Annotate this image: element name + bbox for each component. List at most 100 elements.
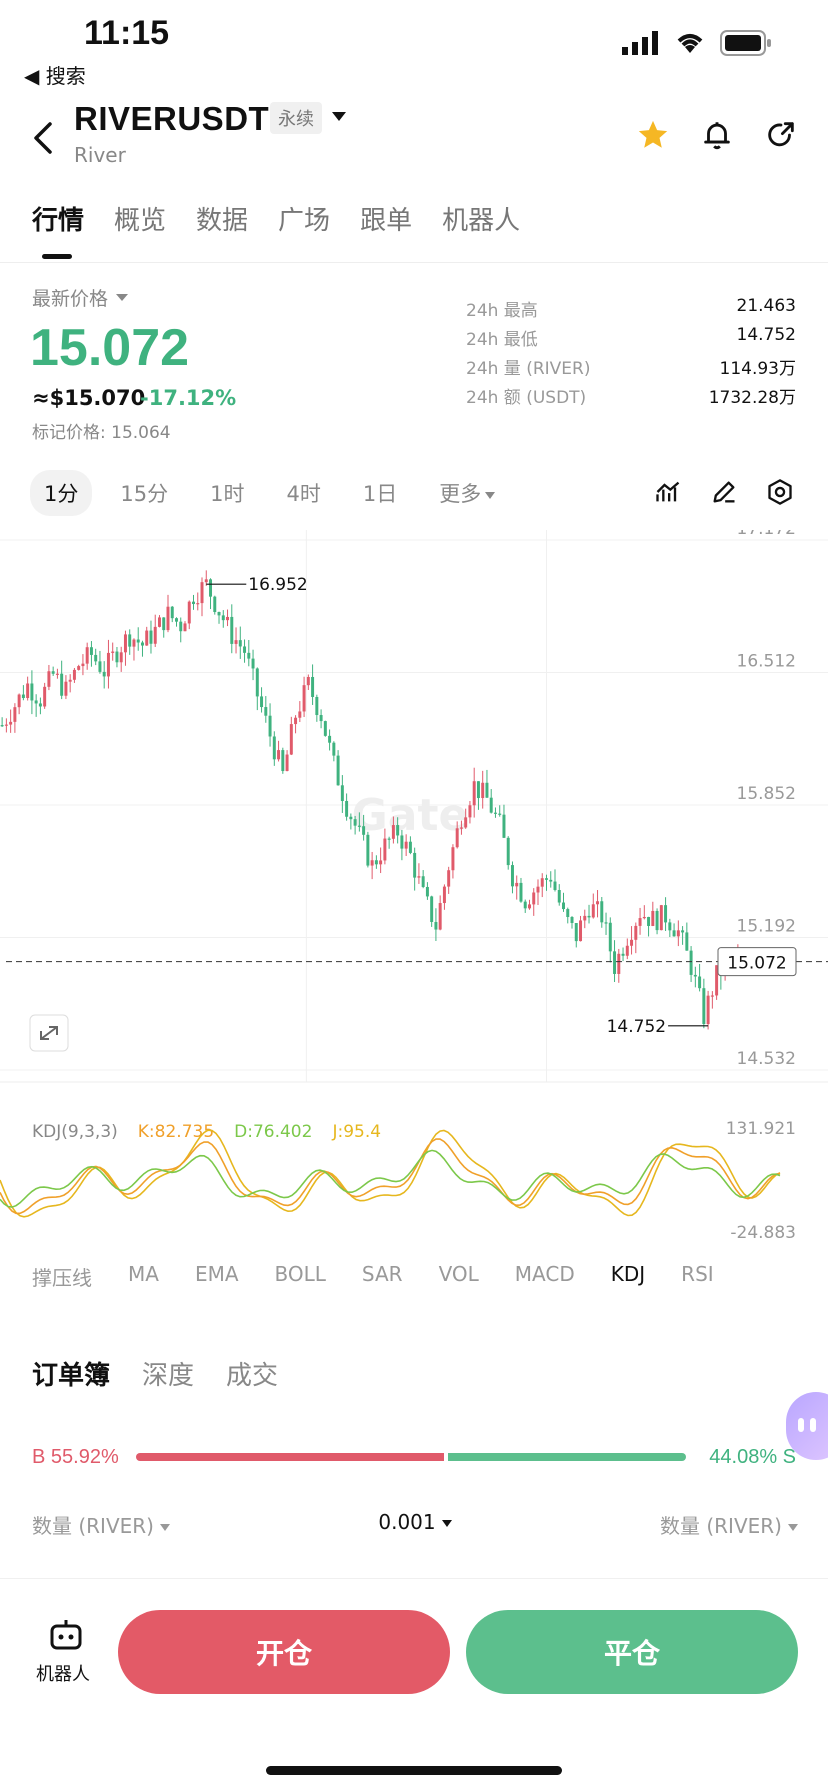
candle-body bbox=[630, 939, 634, 946]
open-position-button[interactable]: 开仓 bbox=[118, 1610, 450, 1694]
candle-body bbox=[128, 634, 132, 647]
chevron-down-icon bbox=[441, 1520, 452, 1527]
candle-body bbox=[651, 910, 655, 926]
share-icon[interactable] bbox=[764, 118, 798, 152]
tab-trades[interactable]: 成交 bbox=[226, 1361, 279, 1391]
pencil-icon[interactable] bbox=[710, 478, 738, 506]
candle-body bbox=[557, 890, 561, 903]
qty-right-label: 数量 (RIVER) bbox=[660, 1514, 782, 1538]
symbol-title[interactable]: RIVERUSDT bbox=[74, 100, 270, 137]
candle-body bbox=[149, 630, 153, 644]
indicator-kdj[interactable]: KDJ bbox=[610, 1262, 646, 1286]
candle-body bbox=[459, 827, 463, 829]
candle-body bbox=[447, 870, 451, 887]
timeframe-4h[interactable]: 4时 bbox=[286, 482, 321, 506]
indicator-rsi[interactable]: RSI bbox=[681, 1262, 714, 1286]
robot-icon[interactable] bbox=[46, 1618, 86, 1654]
indicator-chart-icon[interactable] bbox=[654, 478, 682, 506]
bell-icon[interactable] bbox=[700, 118, 734, 152]
high-marker-label: 16.952 bbox=[248, 575, 307, 595]
last-price-label[interactable]: 最新价格 bbox=[32, 288, 109, 310]
low-marker-label: 14.752 bbox=[607, 1017, 666, 1037]
candle-body bbox=[408, 841, 412, 853]
tab-robot[interactable]: 机器人 bbox=[442, 206, 521, 236]
kdj-j-value: J:95.4 bbox=[332, 1122, 382, 1142]
floating-assistant-button[interactable] bbox=[786, 1392, 828, 1460]
candle-body bbox=[298, 711, 302, 718]
qty-right-selector[interactable]: 数量 (RIVER) bbox=[660, 1510, 798, 1539]
back-to-app-link[interactable]: ◀ 搜索 bbox=[24, 64, 86, 88]
indicator-boll[interactable]: BOLL bbox=[274, 1262, 326, 1286]
timeframe-more[interactable]: 更多 bbox=[425, 470, 509, 516]
candle-body bbox=[213, 596, 217, 613]
indicator-sar[interactable]: SAR bbox=[361, 1262, 403, 1286]
candle-body bbox=[21, 694, 25, 699]
back-arrow-icon[interactable] bbox=[30, 120, 58, 156]
candle-body bbox=[702, 988, 706, 1025]
candle-body bbox=[306, 676, 310, 686]
buy-ratio-label: B 55.92% bbox=[32, 1446, 119, 1468]
candle-body bbox=[493, 812, 497, 814]
robot-label[interactable]: 机器人 bbox=[36, 1664, 90, 1685]
qty-left-selector[interactable]: 数量 (RIVER) bbox=[32, 1510, 170, 1539]
timeframe-1h[interactable]: 1时 bbox=[210, 482, 245, 506]
tab-square[interactable]: 广场 bbox=[278, 206, 331, 236]
candle-body bbox=[162, 617, 166, 631]
candle-body bbox=[336, 755, 340, 786]
candle-body bbox=[655, 910, 659, 931]
candle-body bbox=[251, 658, 255, 669]
candle-body bbox=[357, 825, 361, 827]
candle-body bbox=[451, 847, 455, 871]
candle-body bbox=[119, 652, 123, 663]
indicator-sr[interactable]: 撑压线 bbox=[32, 1266, 92, 1290]
candle-body bbox=[472, 781, 476, 806]
candle-body bbox=[260, 696, 264, 708]
candle-body bbox=[196, 603, 200, 605]
kdj-d-line bbox=[0, 1149, 781, 1208]
candle-body bbox=[374, 860, 378, 865]
stat-value: 21.463 bbox=[736, 296, 796, 316]
last-price-caret-icon[interactable] bbox=[116, 294, 128, 301]
precision-selector[interactable]: 0.001 bbox=[378, 1510, 452, 1539]
settings-hex-icon[interactable] bbox=[766, 478, 794, 506]
candle-body bbox=[328, 735, 332, 743]
expand-icon[interactable] bbox=[29, 1014, 69, 1052]
symbol-dropdown-caret-icon[interactable] bbox=[332, 112, 346, 121]
candle-body bbox=[13, 707, 17, 722]
tab-copy-trade[interactable]: 跟单 bbox=[360, 206, 413, 236]
indicator-vol[interactable]: VOL bbox=[438, 1262, 479, 1286]
candle-body bbox=[255, 668, 259, 697]
candlestick-chart[interactable]: 17.172 16.512 15.852 15.192 14.532 Gate 16.952… bbox=[0, 530, 828, 1090]
wifi-icon bbox=[677, 34, 703, 53]
divider bbox=[0, 262, 828, 263]
indicator-ma[interactable]: MA bbox=[128, 1262, 159, 1286]
timeframe-1m[interactable]: 1分 bbox=[30, 470, 93, 516]
candle-body bbox=[281, 750, 285, 772]
timeframe-1d[interactable]: 1日 bbox=[362, 482, 398, 506]
stat-label: 24h 最高 bbox=[466, 301, 538, 321]
indicator-ema[interactable]: EMA bbox=[194, 1262, 239, 1286]
favorite-star-icon[interactable] bbox=[636, 118, 670, 152]
kdj-chart[interactable]: 131.921 -24.883 bbox=[0, 1112, 828, 1242]
mark-price: 标记价格: 15.064 bbox=[32, 423, 171, 443]
candle-body bbox=[664, 905, 668, 923]
candle-body bbox=[570, 917, 574, 924]
candle-body bbox=[566, 909, 570, 918]
timeframe-15m[interactable]: 15分 bbox=[120, 482, 169, 506]
candle-body bbox=[668, 922, 672, 931]
candle-body bbox=[226, 616, 230, 621]
indicator-macd[interactable]: MACD bbox=[514, 1262, 575, 1286]
close-position-button[interactable]: 平仓 bbox=[466, 1610, 798, 1694]
tab-market[interactable]: 行情 bbox=[32, 206, 85, 236]
candle-body bbox=[72, 669, 76, 680]
battery-icon bbox=[720, 30, 771, 56]
stats-table: 24h 最高 21.463 24h 最低 14.752 24h 量 (RIVER) 1… bbox=[466, 296, 796, 412]
candle-body bbox=[672, 930, 676, 937]
candle-body bbox=[192, 601, 195, 605]
precision-label: 0.001 bbox=[378, 1510, 436, 1534]
candle-body bbox=[98, 661, 102, 672]
tab-data[interactable]: 数据 bbox=[196, 206, 249, 236]
tab-orderbook[interactable]: 订单簿 bbox=[32, 1361, 111, 1391]
tab-overview[interactable]: 概览 bbox=[114, 206, 167, 236]
tab-depth[interactable]: 深度 bbox=[142, 1361, 195, 1391]
